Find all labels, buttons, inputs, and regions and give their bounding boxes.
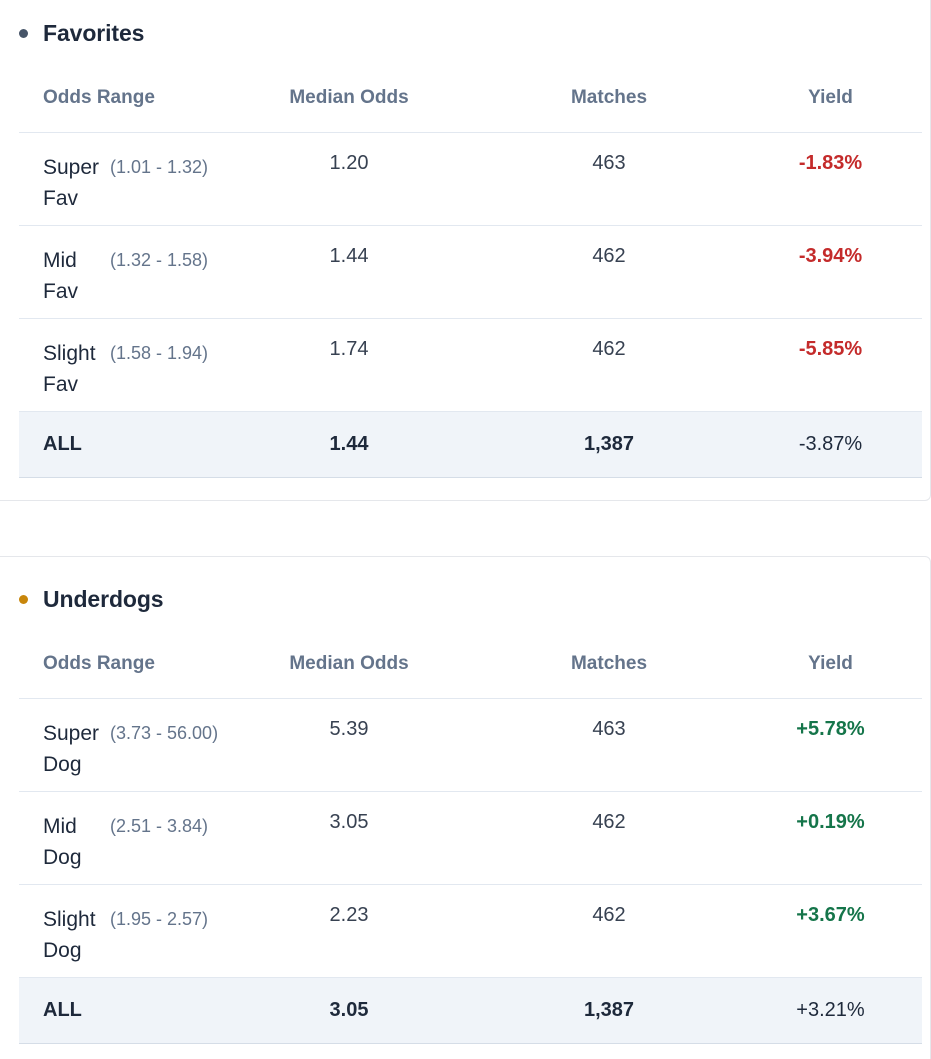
range-name: Slight Dog <box>43 907 96 962</box>
underdogs-dot-icon <box>19 595 28 604</box>
range-name: Mid Fav <box>43 248 79 303</box>
odds-range-cell: Super Fav (1.01 - 1.32) <box>19 132 219 226</box>
odds-range-cell: Slight Fav (1.58 - 1.94) <box>19 318 219 412</box>
table-row: Mid Fav (1.32 - 1.58) 1.44 462 -3.94% <box>19 225 922 319</box>
total-median-odds: 3.05 <box>219 977 479 1044</box>
table-row: Super Fav (1.01 - 1.32) 1.20 463 -1.83% <box>19 132 922 226</box>
favorites-card: Favorites Odds Range Median Odds Matches… <box>0 0 931 501</box>
median-odds-cell: 1.74 <box>219 318 479 412</box>
odds-range-cell: Mid Dog (2.51 - 3.84) <box>19 791 219 885</box>
odds-range-cell: Slight Dog (1.95 - 2.57) <box>19 884 219 978</box>
matches-cell: 462 <box>479 791 739 885</box>
total-yield: +3.21% <box>739 977 922 1044</box>
median-odds-cell: 3.05 <box>219 791 479 885</box>
median-odds-cell: 1.20 <box>219 132 479 226</box>
header-odds-range: Odds Range <box>19 636 219 699</box>
yield-cell: +0.19% <box>739 791 922 885</box>
favorites-title: Favorites <box>43 20 145 46</box>
matches-cell: 462 <box>479 884 739 978</box>
yield-cell: +3.67% <box>739 884 922 978</box>
range-value: (3.73 - 56.00) <box>110 722 219 743</box>
underdogs-card: Underdogs Odds Range Median Odds Matches… <box>0 556 931 1059</box>
total-row: ALL 3.05 1,387 +3.21% <box>19 977 922 1044</box>
yield-cell: -1.83% <box>739 132 922 226</box>
range-value: (1.95 - 2.57) <box>110 908 209 929</box>
yield-cell: +5.78% <box>739 698 922 792</box>
table-row: Mid Dog (2.51 - 3.84) 3.05 462 +0.19% <box>19 791 922 885</box>
yield-cell: -5.85% <box>739 318 922 412</box>
yield-cell: -3.94% <box>739 225 922 319</box>
header-matches: Matches <box>479 70 739 133</box>
median-odds-cell: 1.44 <box>219 225 479 319</box>
table-row: Super Dog (3.73 - 56.00) 5.39 463 +5.78% <box>19 698 922 792</box>
total-matches: 1,387 <box>479 411 739 478</box>
total-matches: 1,387 <box>479 977 739 1044</box>
odds-range-cell: Super Dog (3.73 - 56.00) <box>19 698 219 792</box>
header-yield: Yield <box>739 636 922 699</box>
underdogs-header: Underdogs <box>19 586 164 613</box>
range-name: Super Fav <box>43 155 100 210</box>
range-name: Slight Fav <box>43 341 96 396</box>
total-yield: -3.87% <box>739 411 922 478</box>
header-yield: Yield <box>739 70 922 133</box>
header-median-odds: Median Odds <box>219 70 479 133</box>
range-value: (1.01 - 1.32) <box>110 156 209 177</box>
matches-cell: 462 <box>479 318 739 412</box>
table-row: Slight Fav (1.58 - 1.94) 1.74 462 -5.85% <box>19 318 922 412</box>
favorites-dot-icon <box>19 29 28 38</box>
odds-range-cell: Mid Fav (1.32 - 1.58) <box>19 225 219 319</box>
range-value: (1.58 - 1.94) <box>110 342 209 363</box>
matches-cell: 463 <box>479 698 739 792</box>
total-median-odds: 1.44 <box>219 411 479 478</box>
range-name: Super Dog <box>43 721 100 776</box>
median-odds-cell: 5.39 <box>219 698 479 792</box>
table-row: Slight Dog (1.95 - 2.57) 2.23 462 +3.67% <box>19 884 922 978</box>
underdogs-table: Odds Range Median Odds Matches Yield Sup… <box>19 636 922 1044</box>
range-value: (1.32 - 1.58) <box>110 249 209 270</box>
matches-cell: 462 <box>479 225 739 319</box>
header-odds-range: Odds Range <box>19 70 219 133</box>
table-header-row: Odds Range Median Odds Matches Yield <box>19 636 922 699</box>
favorites-header: Favorites <box>19 20 144 47</box>
table-header-row: Odds Range Median Odds Matches Yield <box>19 70 922 133</box>
matches-cell: 463 <box>479 132 739 226</box>
range-name: Mid Dog <box>43 814 82 869</box>
range-value: (2.51 - 3.84) <box>110 815 209 836</box>
total-label: ALL <box>19 977 219 1044</box>
header-matches: Matches <box>479 636 739 699</box>
underdogs-title: Underdogs <box>43 586 164 612</box>
median-odds-cell: 2.23 <box>219 884 479 978</box>
header-median-odds: Median Odds <box>219 636 479 699</box>
favorites-table: Odds Range Median Odds Matches Yield Sup… <box>19 70 922 478</box>
total-row: ALL 1.44 1,387 -3.87% <box>19 411 922 478</box>
total-label: ALL <box>19 411 219 478</box>
